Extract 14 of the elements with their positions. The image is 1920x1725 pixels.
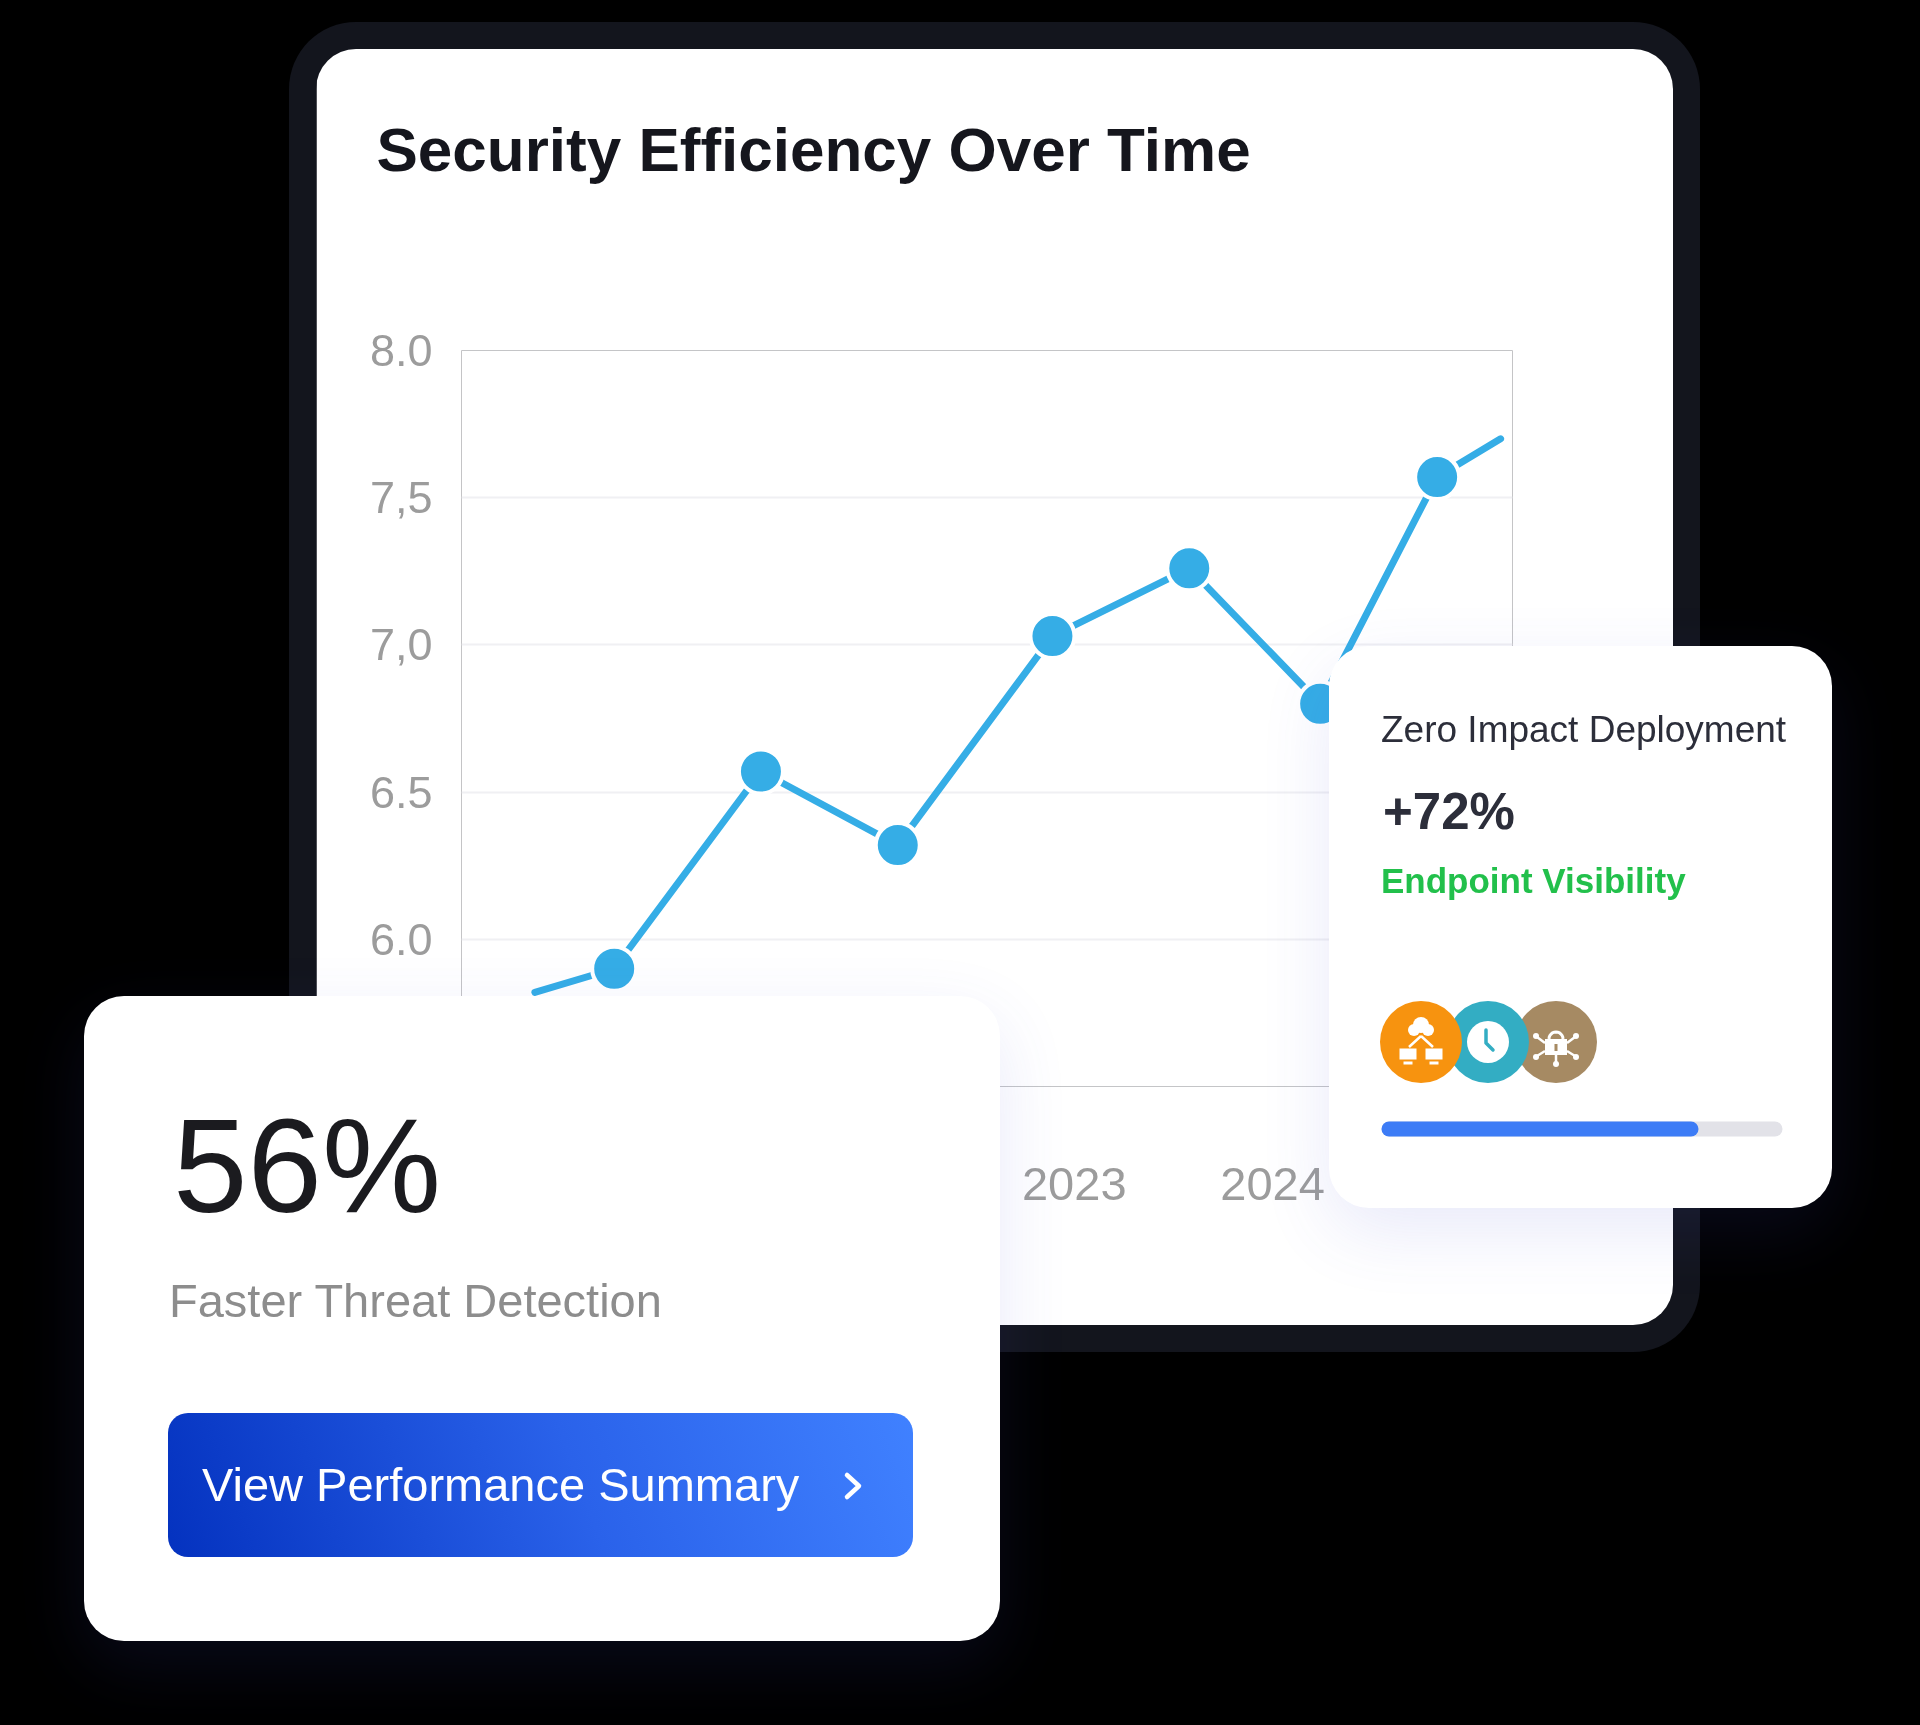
y-tick-label: 7,5 [369, 472, 433, 524]
text: Faster Threat Detection [169, 1274, 662, 1328]
x-tick-label: 2023 [1021, 1156, 1127, 1210]
annotation: +72% [1383, 782, 1515, 840]
chart-title: Security Efficiency Over Time [376, 114, 1251, 184]
y-tick-label: 7,0 [369, 619, 433, 671]
annotation: Zero Impact Deployment [1381, 708, 1787, 750]
y-tick-label: 8.0 [369, 325, 433, 376]
annotation: Endpoint Visibility [1381, 861, 1686, 901]
y-tick-label: 6.5 [369, 766, 433, 818]
text: View Performance Summary [202, 1458, 800, 1512]
text: 56% [173, 1090, 442, 1240]
y-tick-label: 6.0 [369, 913, 433, 965]
x-tick-label: 2024 [1220, 1156, 1325, 1210]
